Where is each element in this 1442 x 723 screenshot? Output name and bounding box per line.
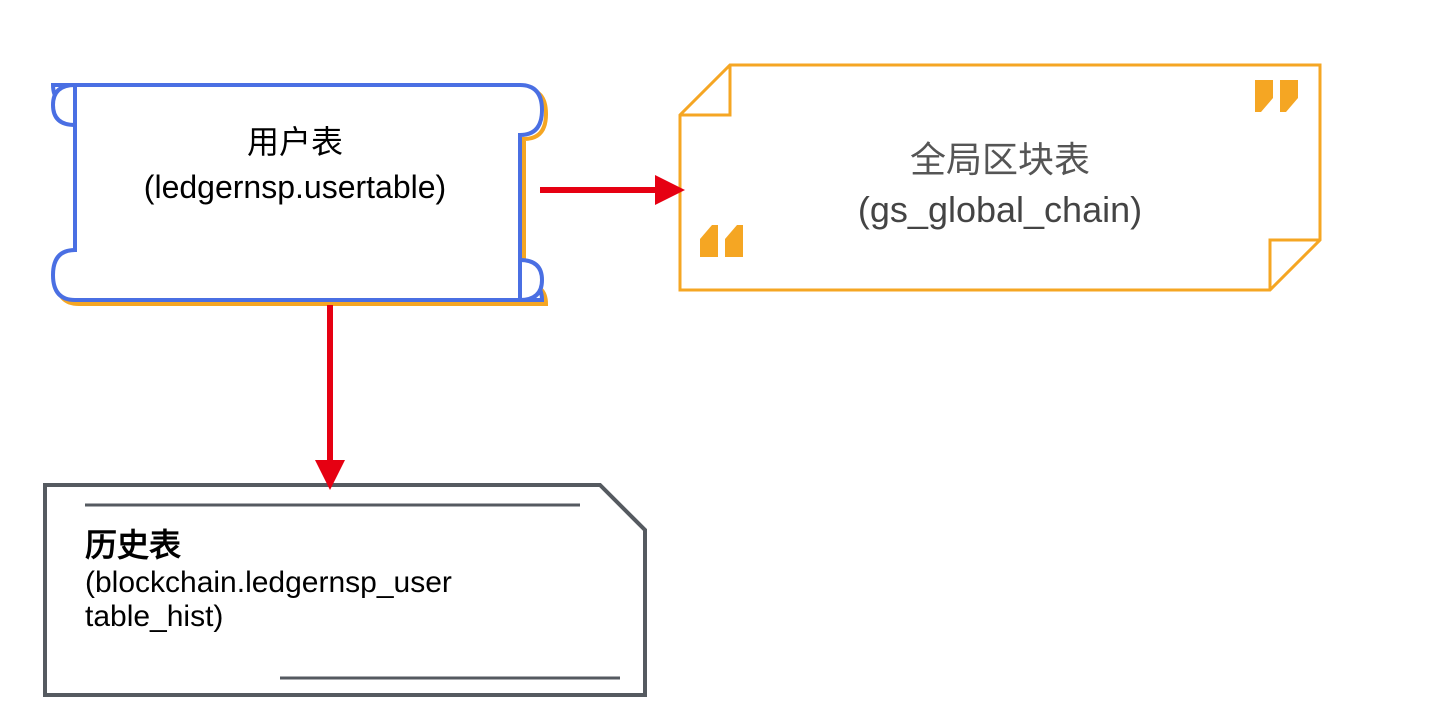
user-table-text: 用户表 (ledgernsp.usertable)	[80, 120, 510, 210]
history-table-text: 历史表 (blockchain.ledgernsp_usertable_hist…	[85, 520, 605, 634]
history-table-subtitle: (blockchain.ledgernsp_usertable_hist)	[85, 566, 605, 634]
history-table-title: 历史表	[85, 520, 605, 566]
user-table-title: 用户表	[80, 120, 510, 165]
edge-user-to-history	[315, 305, 345, 490]
global-chain-text: 全局区块表 (gs_global_chain)	[720, 135, 1280, 236]
global-chain-subtitle: (gs_global_chain)	[720, 185, 1280, 235]
diagram-canvas: 用户表 (ledgernsp.usertable) 全局区块表 (gs_glob…	[0, 0, 1442, 718]
global-chain-title: 全局区块表	[720, 135, 1280, 185]
user-table-subtitle: (ledgernsp.usertable)	[80, 165, 510, 210]
edge-user-to-global	[540, 175, 685, 205]
